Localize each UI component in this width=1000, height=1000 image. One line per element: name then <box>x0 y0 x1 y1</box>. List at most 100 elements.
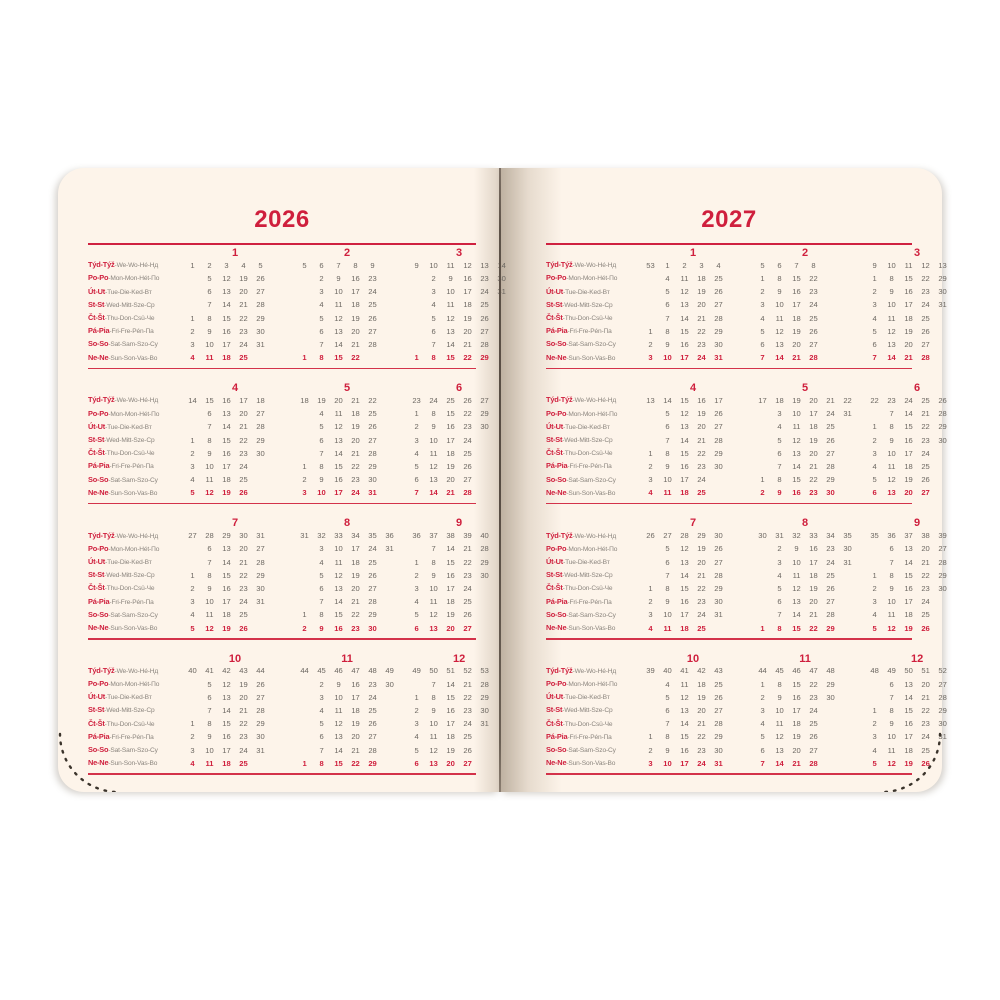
date-cell[interactable]: 29 <box>480 353 489 363</box>
date-cell[interactable]: 6 <box>319 583 324 593</box>
date-cell[interactable]: 15 <box>222 435 231 445</box>
date-cell[interactable]: 27 <box>256 287 265 297</box>
date-cell[interactable]: 14 <box>429 488 438 498</box>
date-cell[interactable]: 21 <box>921 409 930 419</box>
date-cell[interactable]: 5 <box>872 758 877 768</box>
date-cell[interactable]: 15 <box>680 448 689 458</box>
date-cell[interactable]: 5 <box>431 313 436 323</box>
date-cell[interactable]: 24 <box>239 339 248 349</box>
date-cell[interactable]: 23 <box>697 461 706 471</box>
date-cell[interactable]: 18 <box>680 488 689 498</box>
date-cell[interactable]: 30 <box>938 287 947 297</box>
date-cell[interactable]: 4 <box>872 313 877 323</box>
date-cell[interactable]: 16 <box>222 583 231 593</box>
date-cell[interactable]: 8 <box>319 758 324 768</box>
date-cell[interactable]: 9 <box>336 273 341 283</box>
date-cell[interactable]: 28 <box>368 339 377 349</box>
date-cell[interactable]: 43 <box>714 666 723 676</box>
date-cell[interactable]: 24 <box>463 719 472 729</box>
date-cell[interactable]: 27 <box>714 422 723 432</box>
date-cell[interactable]: 19 <box>446 610 455 620</box>
date-cell[interactable]: 10 <box>205 745 214 755</box>
date-cell[interactable]: 30 <box>256 448 265 458</box>
date-cell[interactable]: 11 <box>680 679 689 689</box>
date-cell[interactable]: 35 <box>843 531 852 541</box>
date-cell[interactable]: 19 <box>351 422 360 432</box>
date-cell[interactable]: 9 <box>370 260 375 270</box>
date-cell[interactable]: 3 <box>648 758 653 768</box>
date-cell[interactable]: 4 <box>190 353 195 363</box>
date-cell[interactable]: 4 <box>760 719 765 729</box>
date-cell[interactable]: 51 <box>446 666 455 676</box>
date-cell[interactable]: 17 <box>222 745 231 755</box>
date-cell[interactable]: 28 <box>368 448 377 458</box>
date-cell[interactable]: 5 <box>760 260 765 270</box>
date-cell[interactable]: 30 <box>480 705 489 715</box>
date-cell[interactable]: 51 <box>921 666 930 676</box>
date-cell[interactable]: 1 <box>760 623 765 633</box>
date-cell[interactable]: 17 <box>351 287 360 297</box>
date-cell[interactable]: 19 <box>239 679 248 689</box>
date-cell[interactable]: 19 <box>222 488 231 498</box>
date-cell[interactable]: 10 <box>775 300 784 310</box>
date-cell[interactable]: 7 <box>760 353 765 363</box>
date-cell[interactable]: 3 <box>414 583 419 593</box>
date-cell[interactable]: 52 <box>463 666 472 676</box>
date-cell[interactable]: 12 <box>775 326 784 336</box>
date-cell[interactable]: 26 <box>921 623 930 633</box>
date-cell[interactable]: 25 <box>826 422 835 432</box>
date-cell[interactable]: 20 <box>446 475 455 485</box>
date-cell[interactable]: 30 <box>938 719 947 729</box>
date-cell[interactable]: 13 <box>680 300 689 310</box>
date-cell[interactable]: 8 <box>431 409 436 419</box>
date-cell[interactable]: 14 <box>663 395 672 405</box>
date-cell[interactable]: 26 <box>809 732 818 742</box>
date-cell[interactable]: 8 <box>889 570 894 580</box>
date-cell[interactable]: 28 <box>256 300 265 310</box>
date-cell[interactable]: 5 <box>665 409 670 419</box>
date-cell[interactable]: 14 <box>792 610 801 620</box>
date-cell[interactable]: 27 <box>463 623 472 633</box>
date-cell[interactable]: 26 <box>463 461 472 471</box>
date-cell[interactable]: 26 <box>256 679 265 689</box>
date-cell[interactable]: 6 <box>777 260 782 270</box>
date-cell[interactable]: 1 <box>648 448 653 458</box>
date-cell[interactable]: 29 <box>938 422 947 432</box>
date-cell[interactable]: 14 <box>680 435 689 445</box>
date-cell[interactable]: 21 <box>351 448 360 458</box>
date-cell[interactable]: 8 <box>665 732 670 742</box>
date-cell[interactable]: 19 <box>809 435 818 445</box>
date-cell[interactable]: 13 <box>887 339 896 349</box>
date-cell[interactable]: 29 <box>938 273 947 283</box>
date-cell[interactable]: 8 <box>665 583 670 593</box>
date-cell[interactable]: 14 <box>334 745 343 755</box>
date-cell[interactable]: 15 <box>680 395 689 405</box>
date-cell[interactable]: 46 <box>792 666 801 676</box>
date-cell[interactable]: 17 <box>446 719 455 729</box>
date-cell[interactable]: 6 <box>414 475 419 485</box>
date-cell[interactable]: 25 <box>463 448 472 458</box>
date-cell[interactable]: 48 <box>826 666 835 676</box>
date-cell[interactable]: 4 <box>319 409 324 419</box>
date-cell[interactable]: 21 <box>697 570 706 580</box>
date-cell[interactable]: 42 <box>697 666 706 676</box>
date-cell[interactable]: 29 <box>714 326 723 336</box>
date-cell[interactable]: 16 <box>697 395 706 405</box>
date-cell[interactable]: 29 <box>714 448 723 458</box>
date-cell[interactable]: 6 <box>414 623 419 633</box>
date-cell[interactable]: 6 <box>665 300 670 310</box>
date-cell[interactable]: 24 <box>697 475 706 485</box>
date-cell[interactable]: 24 <box>904 395 913 405</box>
date-cell[interactable]: 20 <box>351 326 360 336</box>
date-cell[interactable]: 29 <box>480 557 489 567</box>
date-cell[interactable]: 4 <box>777 422 782 432</box>
date-cell[interactable]: 6 <box>665 557 670 567</box>
date-cell[interactable]: 20 <box>334 395 343 405</box>
date-cell[interactable]: 7 <box>207 300 212 310</box>
date-cell[interactable]: 19 <box>446 745 455 755</box>
date-cell[interactable]: 12 <box>429 745 438 755</box>
date-cell[interactable]: 3 <box>319 287 324 297</box>
date-cell[interactable]: 2 <box>414 705 419 715</box>
date-cell[interactable]: 18 <box>446 732 455 742</box>
date-cell[interactable]: 1 <box>872 273 877 283</box>
